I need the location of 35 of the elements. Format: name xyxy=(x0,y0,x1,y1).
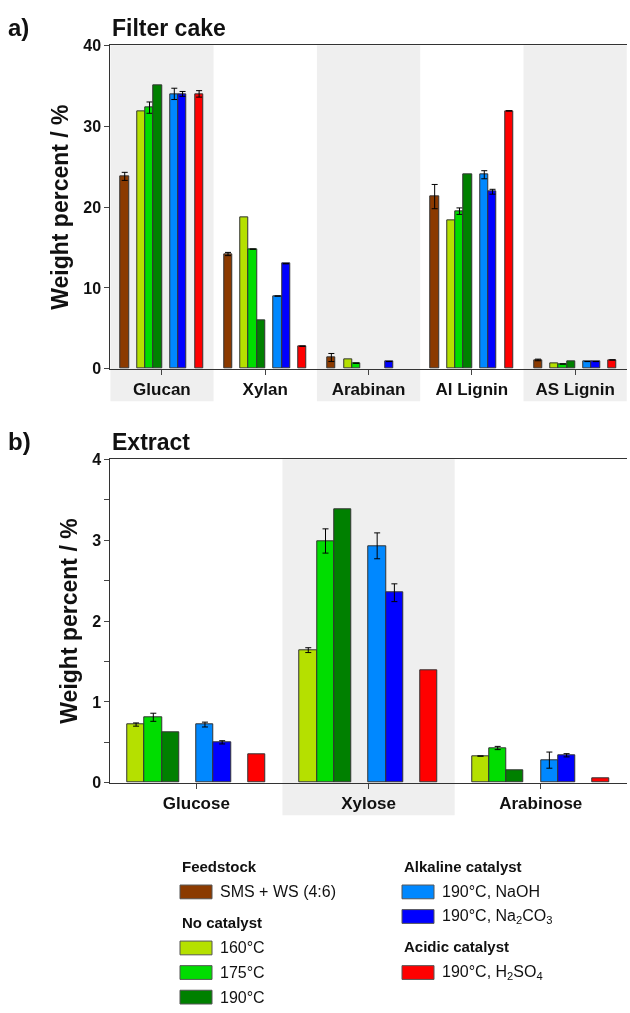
x-tick-label: Glucose xyxy=(162,794,230,814)
y-tick-label: 1 xyxy=(92,693,102,711)
y-axis-title: Weight percent / % xyxy=(46,104,73,310)
legend-label: 190°C, H$_{2}$SO$_{4}$ xyxy=(442,963,543,983)
text: Acidic catalyst xyxy=(404,938,510,955)
y-tick-label: 40 xyxy=(83,36,102,54)
x-tick-label: AS Lignin xyxy=(535,380,615,400)
x-tick-label: Arabinan xyxy=(331,380,406,400)
x-tick-label: Glucan xyxy=(133,380,191,400)
y-tick-label: 20 xyxy=(83,198,102,216)
legend-label: SMS + WS (4:6) xyxy=(220,883,337,900)
y-tick-label: 0 xyxy=(92,360,102,378)
x-tick-label: Xylose xyxy=(341,794,396,814)
text: Alkaline catalyst xyxy=(404,858,522,875)
text: Feedstock xyxy=(182,858,257,875)
y-tick-label: 10 xyxy=(83,279,102,297)
y-tick-label: 4 xyxy=(92,450,102,468)
y-tick-label: 0 xyxy=(92,774,102,792)
y-tick-label: 2 xyxy=(92,612,102,630)
x-tick-label: Arabinose xyxy=(499,794,583,814)
y-axis-title: Weight percent / % xyxy=(55,518,82,724)
x-tick-label: Xylan xyxy=(242,380,288,400)
legend-label: 160°C xyxy=(220,939,265,956)
legend-label: 190°C xyxy=(220,989,265,1006)
legend-label: 190°C, Na$_{2}$CO$_{3}$ xyxy=(442,907,553,927)
x-tick-label: Al Lignin xyxy=(435,380,509,400)
chart-title: Filter cake xyxy=(112,15,226,41)
y-tick-label: 3 xyxy=(92,531,102,549)
text: a) xyxy=(8,14,30,41)
chart-title: Extract xyxy=(112,429,191,455)
text: b) xyxy=(8,428,31,455)
text: No catalyst xyxy=(182,914,263,931)
y-tick-label: 30 xyxy=(83,117,102,135)
legend-label: 190°C, NaOH xyxy=(442,883,540,900)
legend-label: 175°C xyxy=(220,964,265,981)
